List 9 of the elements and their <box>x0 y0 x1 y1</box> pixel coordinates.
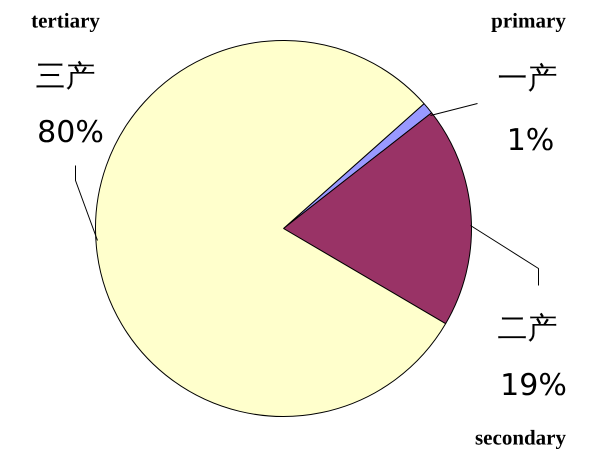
text: primary <box>491 8 566 32</box>
data-label: 19% <box>500 368 567 403</box>
slice-label: 一产 <box>498 61 558 96</box>
data-label: 80% <box>37 115 104 150</box>
text: tertiary <box>31 8 100 32</box>
data-label: 1% <box>506 123 554 158</box>
text: secondary <box>475 426 566 450</box>
slice-label: 三产 <box>36 59 96 94</box>
slice-label: 二产 <box>498 311 558 346</box>
